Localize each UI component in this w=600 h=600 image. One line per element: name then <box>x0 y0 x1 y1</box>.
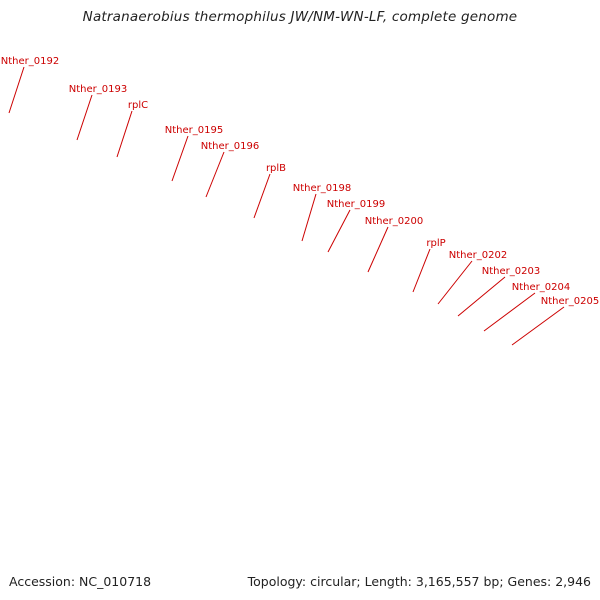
gene-label: rplB <box>266 163 286 174</box>
gene-leader-line <box>205 151 225 198</box>
gene-label: Nther_0198 <box>293 183 351 194</box>
gene-leader-line <box>457 276 506 317</box>
gene-leader-line <box>327 209 351 253</box>
gene-leader-line <box>437 260 473 305</box>
gene-label: Nther_0204 <box>512 282 570 293</box>
gene-leader-line <box>301 193 317 242</box>
gene-leader-line <box>8 66 25 114</box>
gene-label: Nther_0203 <box>482 266 540 277</box>
gene-leader-line <box>511 306 565 346</box>
gene-leader-line <box>171 135 189 182</box>
gene-label: Nther_0195 <box>165 125 223 136</box>
gene-leader-line <box>76 94 93 141</box>
gene-label: rplC <box>128 100 148 111</box>
gene-label: Nther_0192 <box>1 56 59 67</box>
gene-label: Nther_0199 <box>327 199 385 210</box>
gene-leader-line <box>412 248 431 293</box>
genome-stats-label: Topology: circular; Length: 3,165,557 bp… <box>247 574 591 589</box>
gene-leader-line <box>367 226 389 273</box>
gene-label: Nther_0200 <box>365 216 423 227</box>
gene-leader-line <box>116 110 133 158</box>
gene-leader-line <box>483 292 536 332</box>
accession-label: Accession: NC_010718 <box>9 574 152 589</box>
gene-label: rplP <box>426 238 445 249</box>
gene-leader-line <box>253 173 271 219</box>
gene-label: Nther_0193 <box>69 84 127 95</box>
genome-title: Natranaerobius thermophilus JW/NM-WN-LF,… <box>82 9 518 25</box>
gene-label: Nther_0202 <box>449 250 507 261</box>
gene-label: Nther_0196 <box>201 141 259 152</box>
gene-label: Nther_0205 <box>541 296 599 307</box>
